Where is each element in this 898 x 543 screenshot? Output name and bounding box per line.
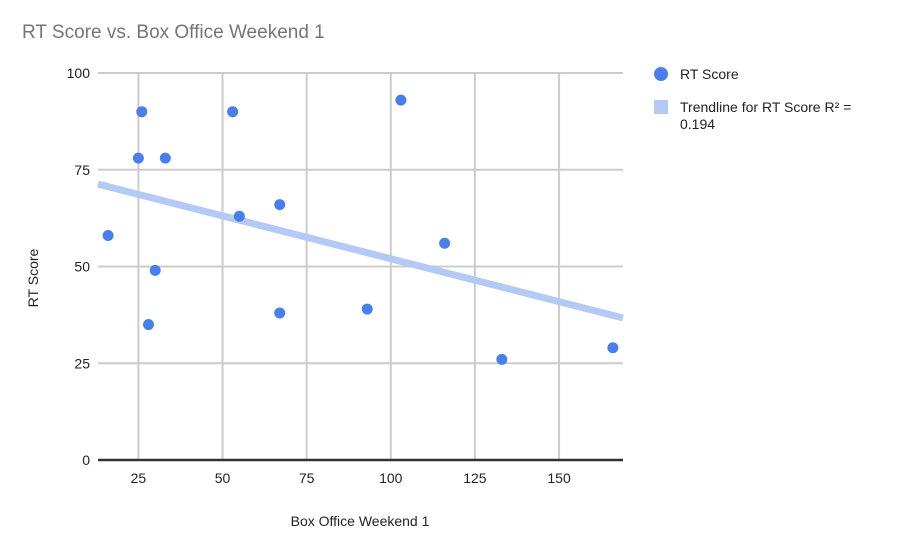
legend: RT Score Trendline for RT Score R² = 0.1…: [654, 66, 880, 149]
circle-marker-icon: [654, 67, 668, 81]
trendline: [97, 180, 624, 322]
legend-item-rt-score[interactable]: RT Score: [654, 66, 880, 83]
data-point[interactable]: [439, 237, 451, 249]
x-tick-label: 150: [547, 470, 571, 486]
x-tick-label: 75: [299, 470, 315, 486]
legend-label: RT Score: [680, 66, 739, 82]
data-point[interactable]: [233, 210, 245, 222]
x-tick-label: 125: [463, 470, 487, 486]
y-tick-label: 25: [74, 355, 90, 371]
tick-labels: 0 25 50 75 100 25 50 75 100 125 150: [67, 65, 571, 486]
data-point[interactable]: [274, 199, 286, 211]
x-tick-label: 100: [379, 470, 403, 486]
data-point[interactable]: [274, 307, 286, 319]
chart-title: RT Score vs. Box Office Weekend 1: [22, 22, 325, 43]
y-tick-label: 100: [67, 65, 91, 81]
data-point[interactable]: [607, 342, 619, 354]
gridlines: [98, 72, 623, 462]
data-point[interactable]: [227, 106, 239, 118]
data-point[interactable]: [102, 230, 114, 242]
legend-item-trendline[interactable]: Trendline for RT Score R² = 0.194: [654, 99, 880, 133]
x-tick-label: 25: [131, 470, 147, 486]
y-tick-label: 75: [74, 162, 90, 178]
data-point[interactable]: [395, 94, 407, 106]
x-tick-label: 50: [215, 470, 231, 486]
data-point[interactable]: [132, 152, 144, 164]
square-swatch-icon: [654, 100, 668, 114]
data-point[interactable]: [361, 303, 373, 315]
data-point[interactable]: [496, 353, 508, 365]
data-point[interactable]: [159, 152, 171, 164]
y-tick-label: 0: [82, 452, 90, 468]
legend-label: Trendline for RT Score R² = 0.194: [680, 99, 852, 132]
data-points: [102, 94, 619, 365]
data-point[interactable]: [149, 264, 161, 276]
data-point[interactable]: [142, 319, 154, 331]
y-tick-label: 50: [74, 259, 90, 275]
data-point[interactable]: [136, 106, 148, 118]
x-axis-label: Box Office Weekend 1: [290, 513, 430, 529]
